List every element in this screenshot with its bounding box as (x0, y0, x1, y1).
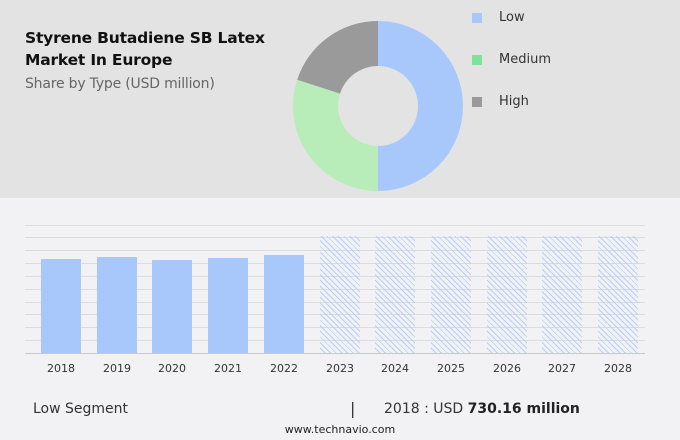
legend-swatch-low (472, 12, 482, 23)
x-tick-label: 2021 (214, 362, 242, 375)
legend-swatch-high (472, 96, 482, 107)
value-amount: 730.16 million (467, 401, 580, 417)
legend-label: High (499, 94, 529, 109)
legend-label: Low (499, 10, 525, 25)
footer-separator: | (350, 399, 356, 418)
x-tick-label: 2028 (604, 362, 632, 375)
bar-2020 (152, 260, 192, 353)
bar-2022 (264, 255, 304, 353)
legend-item-medium: Medium (472, 52, 551, 67)
legend-item-low: Low (472, 10, 525, 25)
x-tick-label: 2024 (381, 362, 409, 375)
bar-2027 (542, 236, 582, 353)
x-tick-label: 2018 (47, 362, 75, 375)
chart-title: Styrene Butadiene SB Latex Market In Eur… (25, 29, 265, 69)
chart-subtitle: Share by Type (USD million) (25, 76, 215, 92)
segment-value: 2018 : USD 730.16 million (384, 401, 580, 417)
x-tick-label: 2020 (158, 362, 186, 375)
bar-2025 (431, 236, 471, 353)
legend-label: Medium (499, 52, 551, 67)
donut-slice-medium (293, 79, 378, 191)
x-tick-label: 2026 (493, 362, 521, 375)
gridline (25, 225, 645, 226)
bar-2023 (320, 236, 360, 353)
x-tick-label: 2022 (270, 362, 298, 375)
source-url: www.technavio.com (284, 423, 396, 436)
bar-2021 (208, 258, 248, 353)
bar-2026 (487, 236, 527, 353)
donut-slice-low (378, 21, 463, 191)
bar-2019 (97, 257, 137, 353)
bar-2024 (375, 236, 415, 353)
x-tick-label: 2019 (103, 362, 131, 375)
donut-slice-high (297, 21, 378, 94)
x-tick-label: 2027 (548, 362, 576, 375)
legend-item-high: High (472, 94, 529, 109)
bar-2028 (598, 236, 638, 353)
legend-swatch-medium (472, 54, 482, 65)
header-panel: Styrene Butadiene SB Latex Market In Eur… (0, 0, 680, 198)
segment-label: Low Segment (33, 401, 129, 417)
value-prefix: 2018 : USD (384, 401, 468, 417)
donut-chart (293, 21, 463, 191)
x-tick-label: 2023 (326, 362, 354, 375)
bar-chart: 2018 2019 2020 2021 2022 2023 2024 2025 … (0, 198, 680, 378)
x-axis (25, 353, 645, 354)
x-tick-label: 2025 (437, 362, 465, 375)
bar-2018 (41, 259, 81, 353)
